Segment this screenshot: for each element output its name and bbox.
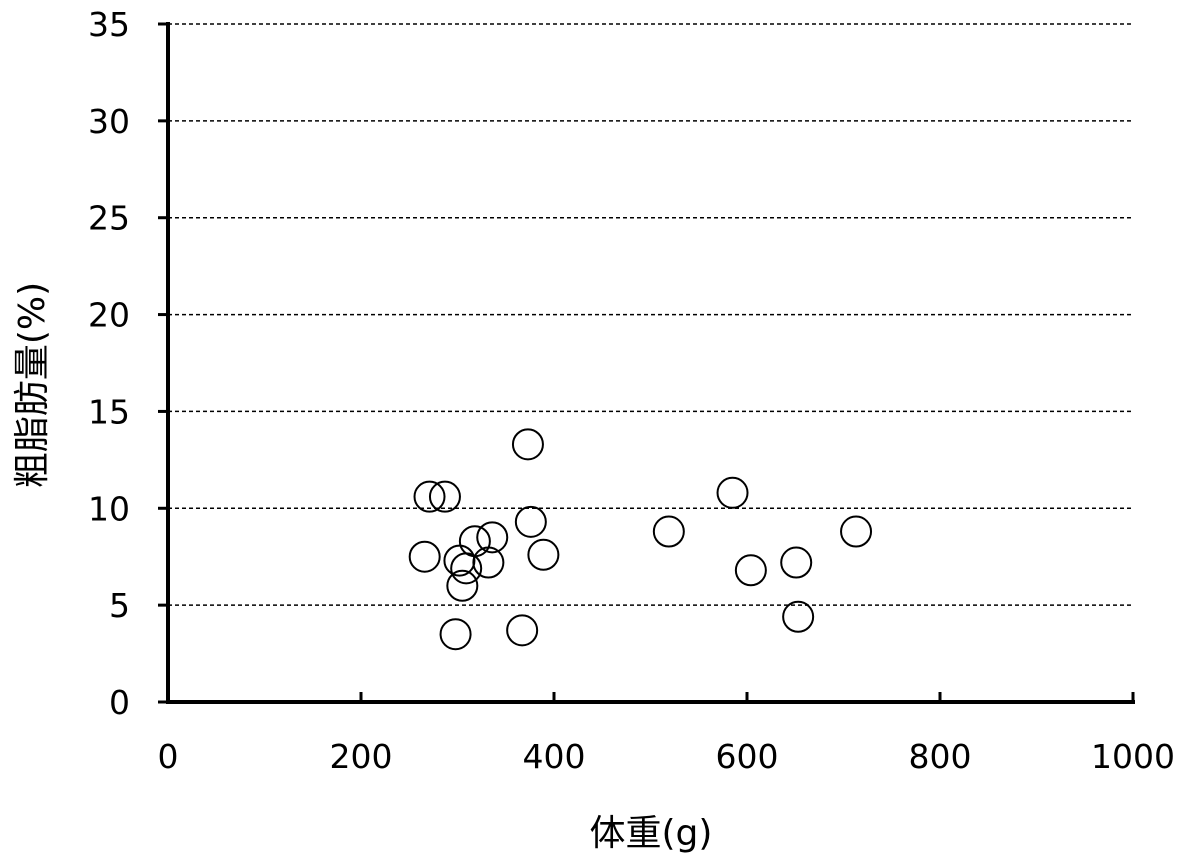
y-tick-label-5: 5: [109, 586, 130, 625]
data-point-17: [734, 554, 767, 587]
data-point-20: [840, 515, 873, 548]
data-point-19: [782, 600, 815, 633]
data-point-16: [716, 476, 749, 509]
x-tick-label-0: 0: [158, 737, 179, 776]
data-points: [408, 428, 873, 651]
data-point-9: [472, 546, 505, 579]
data-point-7: [450, 552, 483, 585]
y-tick-label-0: 0: [109, 683, 130, 722]
data-point-13: [514, 505, 547, 538]
y-tick-label-20: 20: [88, 296, 130, 335]
axes: [158, 22, 1135, 704]
data-point-12: [511, 428, 544, 461]
tick-labels: 0 5 10 15 20 25 30 35 0 200 400 600 800 1000: [88, 5, 1175, 776]
x-tick-label-1000: 1000: [1091, 737, 1175, 776]
x-tick-label-200: 200: [330, 737, 393, 776]
data-point-4: [439, 618, 472, 651]
data-point-1: [408, 540, 441, 573]
y-axis-title: 粗脂肪量(%): [12, 282, 53, 488]
data-point-6: [446, 569, 479, 602]
data-point-10: [476, 521, 509, 554]
data-point-3: [428, 480, 461, 513]
grid-lines: [168, 23, 1133, 606]
y-tick-label-15: 15: [88, 392, 130, 431]
x-tick-label-600: 600: [716, 737, 779, 776]
data-point-18: [780, 546, 813, 579]
x-tick-label-400: 400: [523, 737, 586, 776]
y-tick-label-35: 35: [88, 5, 130, 44]
y-tick-label-10: 10: [88, 489, 130, 528]
data-point-2: [413, 480, 446, 513]
x-axis-title: 体重(g): [590, 813, 713, 854]
y-tick-label-30: 30: [88, 102, 130, 141]
data-point-11: [506, 614, 539, 647]
y-tick-label-25: 25: [88, 199, 130, 238]
data-point-15: [652, 515, 685, 548]
x-tick-label-800: 800: [909, 737, 972, 776]
data-point-14: [527, 538, 560, 571]
